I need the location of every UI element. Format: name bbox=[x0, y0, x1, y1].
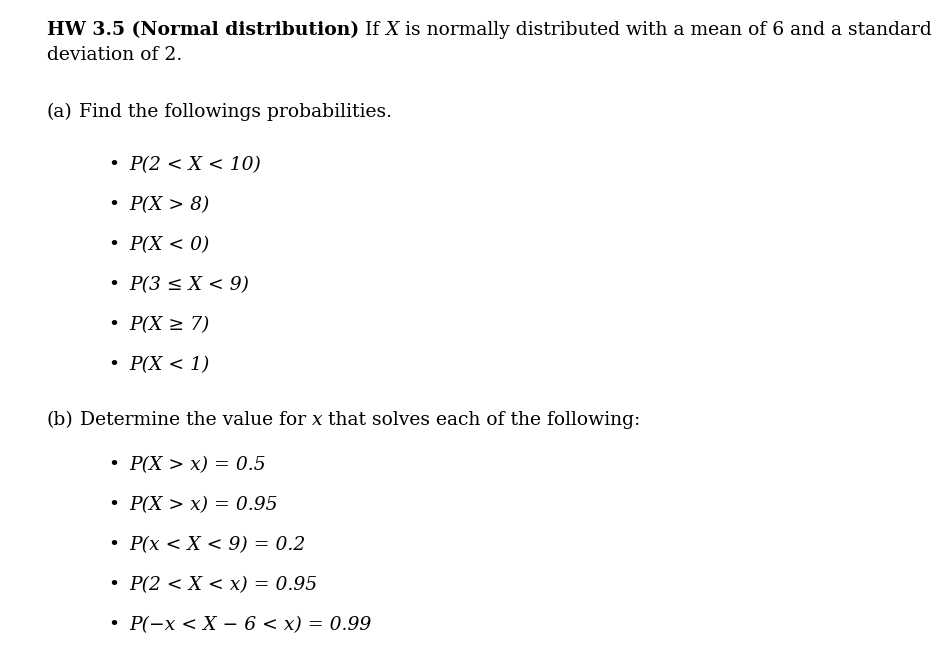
Text: P(x < X < 9) = 0.2: P(x < X < 9) = 0.2 bbox=[129, 536, 305, 554]
Text: P(−x < X − 6 < x) = 0.99: P(−x < X − 6 < x) = 0.99 bbox=[129, 616, 372, 634]
Text: P(2 < X < x) = 0.95: P(2 < X < x) = 0.95 bbox=[129, 576, 317, 594]
Text: •: • bbox=[108, 616, 119, 634]
Text: P(X ≥ 7): P(X ≥ 7) bbox=[129, 316, 210, 334]
Text: HW 3.5 (Normal distribution): HW 3.5 (Normal distribution) bbox=[47, 21, 358, 39]
Text: •: • bbox=[108, 196, 119, 214]
Text: X: X bbox=[385, 21, 398, 39]
Text: P(X > x) = 0.5: P(X > x) = 0.5 bbox=[129, 456, 266, 474]
Text: deviation of 2.: deviation of 2. bbox=[47, 46, 182, 64]
Text: x: x bbox=[312, 411, 322, 429]
Text: •: • bbox=[108, 236, 119, 254]
Text: P(X > x) = 0.95: P(X > x) = 0.95 bbox=[129, 496, 277, 514]
Text: (b): (b) bbox=[47, 411, 74, 429]
Text: •: • bbox=[108, 316, 119, 334]
Text: P(3 ≤ X < 9): P(3 ≤ X < 9) bbox=[129, 276, 249, 294]
Text: •: • bbox=[108, 496, 119, 514]
Text: •: • bbox=[108, 456, 119, 474]
Text: P(X > 8): P(X > 8) bbox=[129, 196, 210, 214]
Text: •: • bbox=[108, 576, 119, 594]
Text: that solves each of the following:: that solves each of the following: bbox=[322, 411, 640, 429]
Text: •: • bbox=[108, 156, 119, 174]
Text: P(2 < X < 10): P(2 < X < 10) bbox=[129, 156, 261, 174]
Text: Determine the value for: Determine the value for bbox=[80, 411, 312, 429]
Text: •: • bbox=[108, 356, 119, 374]
Text: (a): (a) bbox=[47, 103, 72, 121]
Text: If: If bbox=[358, 21, 385, 39]
Text: •: • bbox=[108, 276, 119, 294]
Text: P(X < 0): P(X < 0) bbox=[129, 236, 210, 254]
Text: Find the followings probabilities.: Find the followings probabilities. bbox=[79, 103, 391, 121]
Text: •: • bbox=[108, 536, 119, 554]
Text: P(X < 1): P(X < 1) bbox=[129, 356, 210, 374]
Text: is normally distributed with a mean of 6 and a standard: is normally distributed with a mean of 6… bbox=[398, 21, 930, 39]
